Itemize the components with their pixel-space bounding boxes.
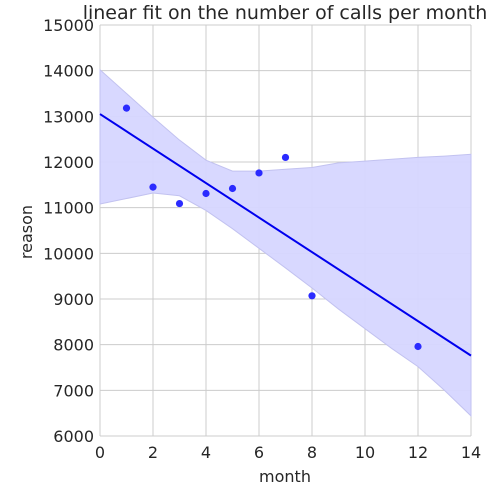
x-axis-title: month <box>259 467 311 486</box>
x-tick-label: 14 <box>461 443 481 462</box>
chart-title: linear fit on the number of calls per mo… <box>83 2 488 24</box>
x-tick-label: 8 <box>307 443 317 462</box>
data-point <box>202 189 210 198</box>
y-tick-label: 6000 <box>53 427 94 446</box>
y-tick-labels: 6000 7000 8000 9000 10000 11000 12000 13000 1400… <box>43 16 94 446</box>
data-point <box>281 153 290 162</box>
x-tick-labels: 0 2 4 6 8 10 12 14 <box>95 443 481 462</box>
data-point <box>228 184 237 193</box>
data-point <box>255 169 263 177</box>
y-tick-label: 11000 <box>43 199 94 218</box>
data-point <box>122 104 131 112</box>
x-tick-label: 0 <box>95 443 105 462</box>
y-tick-label: 12000 <box>43 153 94 172</box>
x-tick-label: 6 <box>254 443 264 462</box>
data-point <box>149 183 157 191</box>
data-points <box>122 104 422 351</box>
y-axis-title: reason <box>17 205 36 259</box>
x-tick-label: 12 <box>408 443 428 462</box>
fit-line-group <box>99 113 472 357</box>
x-tick-label: 2 <box>148 443 158 462</box>
data-point <box>308 292 316 300</box>
y-tick-label: 7000 <box>53 381 94 400</box>
x-tick-label: 10 <box>355 443 375 462</box>
data-point <box>414 342 422 351</box>
x-tick-label: 4 <box>201 443 211 462</box>
y-tick-label: 14000 <box>43 62 94 81</box>
data-point <box>175 199 184 208</box>
y-tick-label: 13000 <box>43 107 94 126</box>
confidence-band <box>99 68 472 418</box>
y-tick-label: 10000 <box>43 244 94 263</box>
fit-line <box>99 113 472 357</box>
y-tick-label: 8000 <box>53 336 94 355</box>
y-tick-label: 15000 <box>43 16 94 35</box>
y-tick-label: 9000 <box>53 290 94 309</box>
confidence-band-area <box>99 68 472 418</box>
